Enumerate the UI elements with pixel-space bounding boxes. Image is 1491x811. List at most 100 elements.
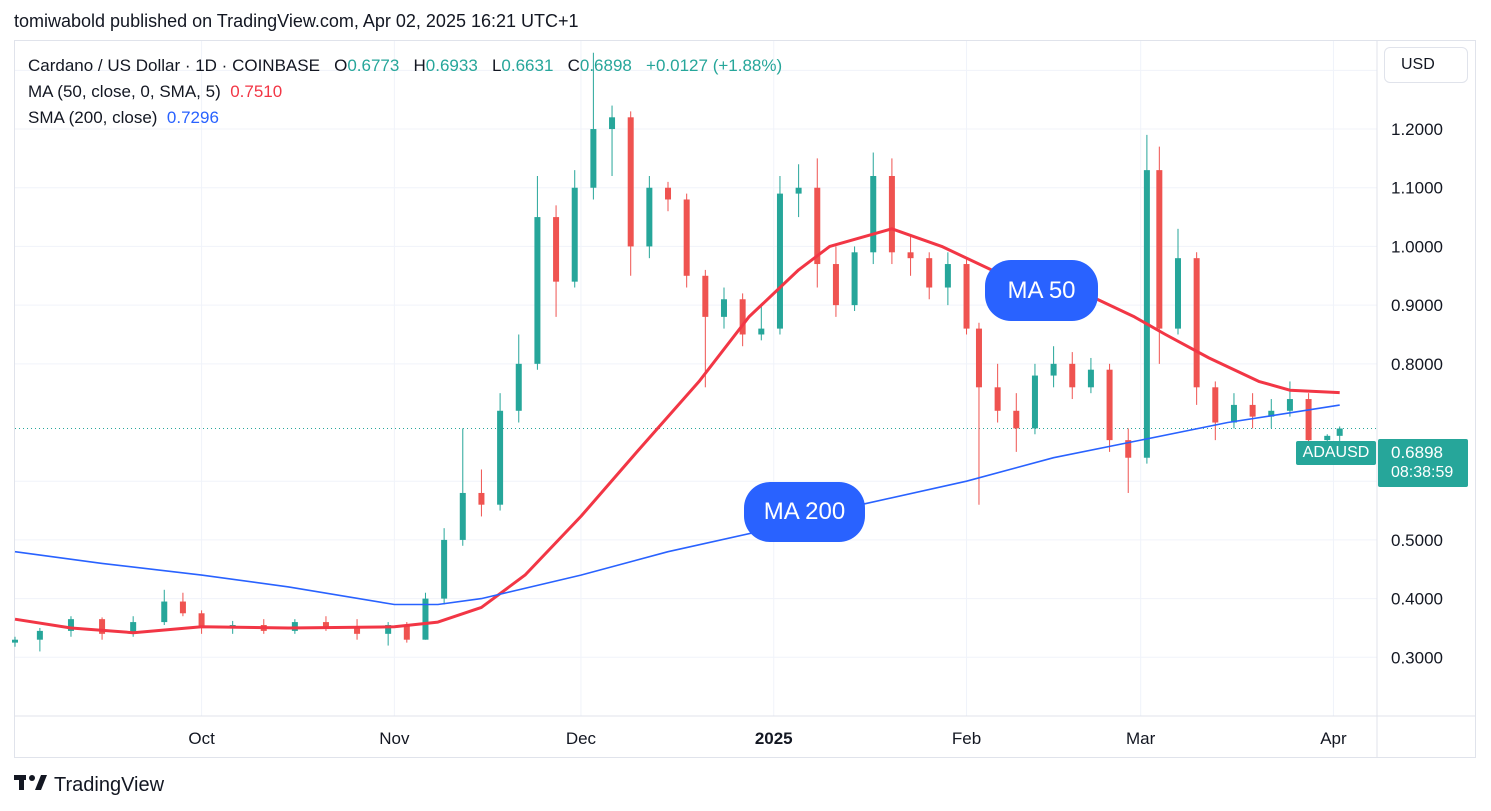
brand[interactable]: TradingView bbox=[14, 773, 164, 797]
candle-body bbox=[1087, 369, 1094, 388]
y-tick-label: 1.2000 bbox=[1391, 120, 1443, 139]
close-value: 0.6898 bbox=[579, 56, 632, 75]
y-tick-label: 0.4000 bbox=[1391, 590, 1443, 609]
high-value: 0.6933 bbox=[425, 56, 478, 75]
ma200-annotation[interactable]: MA 200 bbox=[744, 482, 865, 542]
bar-countdown: 08:38:59 bbox=[1391, 464, 1454, 481]
symbol-badge: ADAUSD bbox=[1296, 441, 1376, 465]
candle-body bbox=[99, 619, 106, 634]
tradingview-logo-icon bbox=[14, 773, 48, 797]
candle-body bbox=[994, 387, 1001, 411]
x-tick-label: Apr bbox=[1320, 729, 1347, 748]
y-tick-label: 1.1000 bbox=[1391, 179, 1443, 198]
candle-body bbox=[851, 252, 858, 306]
candle-layer bbox=[12, 52, 1343, 652]
candle-body bbox=[907, 252, 914, 259]
candle-body bbox=[1106, 369, 1113, 441]
candle-body bbox=[1305, 399, 1312, 441]
candle-body bbox=[739, 299, 746, 335]
ma50-line bbox=[14, 227, 1340, 635]
candle-body bbox=[814, 187, 821, 265]
candle-body bbox=[1174, 258, 1181, 329]
candle-body bbox=[1069, 363, 1076, 388]
candle-body bbox=[926, 258, 933, 288]
low-value: 0.6631 bbox=[501, 56, 554, 75]
x-tick-label: Oct bbox=[188, 729, 215, 748]
candle-body bbox=[422, 598, 429, 640]
candle-body bbox=[67, 619, 74, 631]
moving-average-layer bbox=[14, 227, 1340, 635]
candle-body bbox=[1268, 410, 1275, 417]
candle-body bbox=[497, 410, 504, 505]
candle-body bbox=[702, 275, 709, 317]
y-tick-label: 0.5000 bbox=[1391, 531, 1443, 550]
close-label: C bbox=[567, 56, 580, 75]
candle-body bbox=[758, 328, 765, 335]
candle-body bbox=[385, 625, 392, 634]
candle-body bbox=[1050, 363, 1057, 376]
candle-body bbox=[888, 176, 895, 253]
candle-body bbox=[534, 217, 541, 364]
x-tick-label: 2025 bbox=[755, 729, 793, 748]
candle-body bbox=[776, 193, 783, 329]
candle-body bbox=[1125, 440, 1132, 458]
candle-body bbox=[441, 539, 448, 599]
candle-body bbox=[161, 601, 168, 623]
low-label: L bbox=[491, 56, 502, 75]
y-tick-label: 0.9000 bbox=[1391, 296, 1443, 315]
candle-body bbox=[459, 492, 466, 540]
sma200-line bbox=[14, 404, 1340, 606]
candle-body bbox=[130, 622, 137, 634]
candle-body bbox=[646, 187, 653, 247]
symbol-title[interactable]: Cardano / US Dollar · 1D · COINBASE bbox=[28, 56, 320, 75]
candle-body bbox=[553, 217, 560, 282]
currency-button[interactable]: USD bbox=[1384, 47, 1468, 83]
candle-body bbox=[683, 199, 690, 276]
candle-body bbox=[571, 187, 578, 282]
candle-body bbox=[1336, 428, 1343, 436]
publisher-line: tomiwabold published on TradingView.com,… bbox=[14, 11, 579, 31]
candle-body bbox=[1249, 404, 1256, 417]
sma200-value: 0.7296 bbox=[166, 108, 219, 127]
open-value: 0.6773 bbox=[347, 56, 400, 75]
chart-legend: Cardano / US Dollar · 1D · COINBASE O0.6… bbox=[28, 53, 782, 131]
candle-body bbox=[322, 622, 329, 628]
candle-body bbox=[1013, 410, 1020, 429]
candle-body bbox=[1031, 375, 1038, 429]
candle-body bbox=[179, 601, 186, 614]
ma50-annotation[interactable]: MA 50 bbox=[985, 260, 1098, 321]
axis-layer: 0.30000.40000.50000.60000.80000.90001.00… bbox=[15, 41, 1476, 757]
candle-body bbox=[36, 630, 43, 640]
grid-layer bbox=[15, 41, 1377, 716]
candle-body bbox=[1230, 404, 1237, 423]
candle-body bbox=[870, 176, 877, 253]
candle-body bbox=[515, 363, 522, 411]
x-tick-label: Nov bbox=[379, 729, 410, 748]
x-tick-label: Mar bbox=[1126, 729, 1156, 748]
open-label: O bbox=[334, 56, 348, 75]
high-label: H bbox=[413, 56, 426, 75]
candle-body bbox=[1212, 387, 1219, 423]
candle-body bbox=[665, 187, 672, 200]
change-value: +0.0127 (+1.88%) bbox=[646, 56, 783, 75]
ma50-value: 0.7510 bbox=[230, 82, 283, 101]
brand-name: TradingView bbox=[54, 773, 165, 796]
last-price: 0.6898 bbox=[1391, 443, 1443, 462]
candle-body bbox=[354, 627, 361, 634]
candle-body bbox=[1143, 170, 1150, 458]
candle-body bbox=[627, 117, 634, 247]
candle-body bbox=[944, 264, 951, 288]
y-tick-label: 1.0000 bbox=[1391, 237, 1443, 256]
ma50-label[interactable]: MA (50, close, 0, SMA, 5) bbox=[28, 82, 221, 101]
last-price-badge: 0.6898 08:38:59 bbox=[1378, 439, 1468, 487]
candle-body bbox=[1324, 435, 1331, 441]
candle-body bbox=[720, 299, 727, 317]
candle-body bbox=[198, 613, 205, 628]
sma200-label[interactable]: SMA (200, close) bbox=[28, 108, 158, 127]
candle-body bbox=[590, 129, 597, 188]
candle-body bbox=[832, 264, 839, 306]
candle-body bbox=[403, 625, 410, 640]
chart-frame[interactable] bbox=[14, 40, 1476, 758]
candle-body bbox=[1286, 399, 1293, 411]
